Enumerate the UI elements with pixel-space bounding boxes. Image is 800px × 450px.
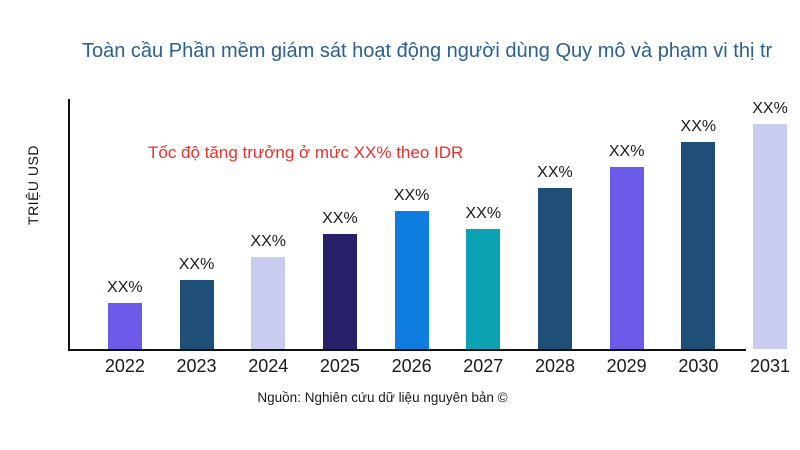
x-axis-label-2031: 2031 — [750, 356, 791, 376]
bar-group-2027: XX% — [447, 100, 519, 349]
bar-2022 — [107, 303, 142, 349]
bar-group-2028: XX% — [519, 100, 591, 349]
x-axis-label-2025: 2025 — [319, 356, 360, 376]
bar-2027 — [466, 229, 501, 349]
bar-group-2029: XX% — [591, 100, 663, 349]
bar-group-2022: XX% — [89, 100, 161, 349]
bar-value-label-2030: XX% — [680, 118, 717, 135]
x-axis-label-2028: 2028 — [534, 356, 575, 376]
bar-group-2031: XX% — [734, 100, 800, 349]
bar-2031 — [753, 124, 788, 349]
x-axis-label-2026: 2026 — [391, 356, 432, 376]
x-axis-label-2022: 2022 — [104, 356, 145, 376]
x-axis-label-2023: 2023 — [176, 356, 217, 376]
bar-value-label-2023: XX% — [178, 256, 215, 273]
bar-2030 — [681, 142, 716, 349]
y-axis-line — [68, 99, 70, 351]
x-axis-label-2029: 2029 — [606, 356, 647, 376]
y-axis-label: TRIỆU USD — [25, 145, 41, 225]
bar-value-label-2022: XX% — [107, 279, 143, 296]
bar-group-2023: XX% — [161, 100, 233, 349]
x-axis-line — [68, 349, 746, 351]
bar-value-label-2024: XX% — [250, 233, 286, 250]
bar-value-label-2029: XX% — [608, 143, 645, 161]
bar-2028 — [537, 188, 572, 349]
bar-2025 — [322, 234, 357, 349]
source-note: Nguồn: Nghiên cứu dữ liệu nguyên bản © — [257, 390, 508, 405]
x-axis-label-2024: 2024 — [248, 356, 289, 376]
x-axis-label-2030: 2030 — [678, 356, 719, 376]
bar-2029 — [609, 167, 644, 349]
x-axis-label-2027: 2027 — [463, 356, 504, 376]
bar-group-2030: XX% — [663, 100, 735, 349]
x-axis-labels: 2022 2023 2024 2025 2026 2027 2028 2029 2030 2031 — [89, 356, 800, 377]
growth-rate-annotation: Tốc độ tăng trưởng ở mức XX% theo IDR — [148, 143, 464, 162]
chart-title: Toàn cầu Phần mềm giám sát hoạt động ngư… — [82, 40, 773, 62]
bar-2026 — [394, 211, 429, 349]
bars-container: XX% XX% XX% XX% XX% XX% XX% XX% XX% XX% — [89, 100, 800, 349]
bar-value-label-2025: XX% — [322, 210, 358, 227]
bar-value-label-2031: XX% — [752, 100, 788, 117]
bar-2024 — [251, 257, 286, 349]
bar-group-2026: XX% — [376, 100, 448, 349]
bar-2023 — [179, 280, 214, 349]
bar-group-2025: XX% — [304, 100, 376, 349]
bar-value-label-2028: XX% — [537, 164, 573, 181]
bar-value-label-2026: XX% — [393, 187, 430, 204]
bar-group-2024: XX% — [232, 100, 304, 349]
bar-value-label-2027: XX% — [465, 205, 502, 223]
